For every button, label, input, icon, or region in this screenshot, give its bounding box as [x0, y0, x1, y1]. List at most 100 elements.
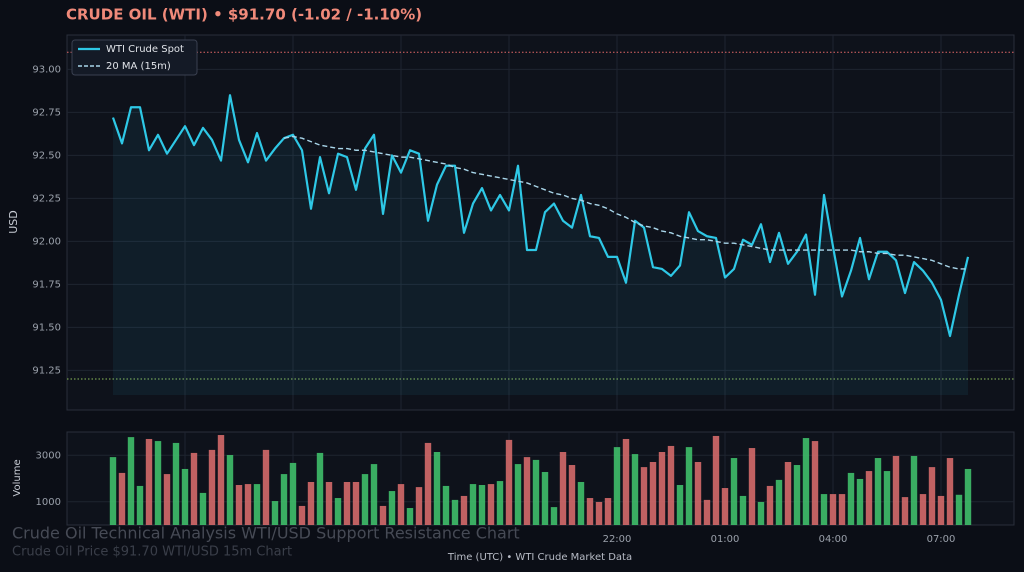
volume-bar	[271, 501, 279, 525]
volume-bar	[343, 481, 351, 525]
volume-bar	[334, 498, 342, 525]
volume-bar	[388, 491, 396, 525]
volume-bar	[253, 484, 261, 525]
volume-bar	[496, 481, 504, 525]
legend-label: 20 MA (15m)	[106, 61, 171, 72]
legend-box	[71, 39, 198, 76]
volume-bar	[856, 478, 864, 525]
series-line	[283, 135, 968, 270]
volume-bar	[730, 458, 738, 525]
y-tick-label: 91.25	[32, 365, 61, 376]
volume-bar	[739, 495, 747, 525]
volume-bar	[937, 495, 945, 525]
price-panel	[66, 34, 1015, 411]
x-tick-label: 22:00	[603, 534, 632, 545]
volume-bar	[865, 471, 873, 525]
volume-bar	[361, 474, 369, 525]
volume-bar	[928, 467, 936, 525]
volume-bar	[190, 452, 198, 525]
volume-bar	[568, 465, 576, 525]
volume-bar	[811, 441, 819, 525]
volume-bar	[829, 494, 837, 525]
volume-bar	[298, 505, 306, 525]
volume-bar	[136, 485, 144, 525]
x-tick-label: 04:00	[819, 534, 848, 545]
volume-bar	[550, 507, 558, 525]
volume-bar	[793, 465, 801, 525]
volume-bar	[307, 481, 315, 525]
volume-bar	[892, 455, 900, 525]
volume-bar	[910, 455, 918, 525]
volume-bar	[559, 451, 567, 525]
volume-bar	[955, 494, 963, 525]
volume-bar	[127, 437, 135, 525]
x-tick-label: 01:00	[711, 534, 740, 545]
volume-bar	[154, 441, 162, 525]
volume-bar	[712, 435, 720, 525]
volume-bar	[244, 484, 252, 525]
area-fill	[113, 95, 968, 395]
y-tick-label: 3000	[36, 450, 61, 461]
volume-bar	[613, 447, 621, 525]
volume-bar	[622, 438, 630, 525]
volume-bar	[172, 442, 180, 525]
volume-bar	[163, 474, 171, 525]
volume-bar	[433, 451, 441, 525]
volume-bar	[532, 459, 540, 525]
volume-bar	[586, 498, 594, 525]
watermark: Crude Oil Price $91.70 WTI/USD 15m Chart	[12, 545, 292, 560]
volume-bar	[667, 445, 675, 525]
volume-bar	[505, 439, 513, 525]
volume-bar	[442, 485, 450, 525]
x-axis-label: Time (UTC) • WTI Crude Market Data	[447, 552, 632, 563]
volume-bar	[325, 481, 333, 525]
volume-bar	[838, 494, 846, 525]
volume-bar	[145, 438, 153, 525]
volume-bar	[766, 485, 774, 525]
series-line	[111, 94, 970, 338]
volume-bar	[658, 451, 666, 525]
volume-bar	[469, 484, 477, 525]
volume-bar	[604, 498, 612, 525]
volume-bar	[874, 458, 882, 525]
volume-bar	[280, 474, 288, 525]
volume-bar	[946, 458, 954, 525]
volume-bar	[541, 471, 549, 525]
volume-bar	[757, 501, 765, 525]
y-tick-label: 92.75	[32, 107, 61, 118]
volume-bar	[820, 494, 828, 525]
volume-bar	[721, 488, 729, 525]
volume-bar	[226, 455, 234, 525]
volume-panel	[66, 431, 1015, 526]
volume-bar	[451, 499, 459, 525]
volume-bar	[685, 447, 693, 525]
volume-bar	[460, 495, 468, 525]
volume-bar	[379, 505, 387, 525]
volume-bar	[919, 494, 927, 525]
volume-bar	[703, 499, 711, 525]
volume-bar	[109, 457, 117, 525]
volume-bar	[289, 462, 297, 525]
y-tick-label: 1000	[36, 497, 61, 508]
volume-bar	[883, 471, 891, 525]
volume-bar	[847, 472, 855, 525]
volume-bar	[694, 461, 702, 525]
volume-bar	[370, 464, 378, 525]
y-tick-label: 92.25	[32, 193, 61, 204]
volume-bar	[802, 438, 810, 525]
volume-bar	[901, 497, 909, 525]
volume-bar	[415, 487, 423, 525]
volume-bar	[631, 454, 639, 525]
y-axis-label: Volume	[12, 459, 23, 496]
volume-bar	[217, 435, 225, 525]
volume-bar	[478, 485, 486, 525]
watermark: Crude Oil Technical Analysis WTI/USD Sup…	[12, 524, 520, 543]
volume-bar	[316, 452, 324, 525]
volume-bar	[577, 481, 585, 525]
volume-bar	[595, 501, 603, 525]
volume-bar	[784, 461, 792, 525]
volume-bar	[640, 467, 648, 525]
volume-bar	[199, 492, 207, 525]
